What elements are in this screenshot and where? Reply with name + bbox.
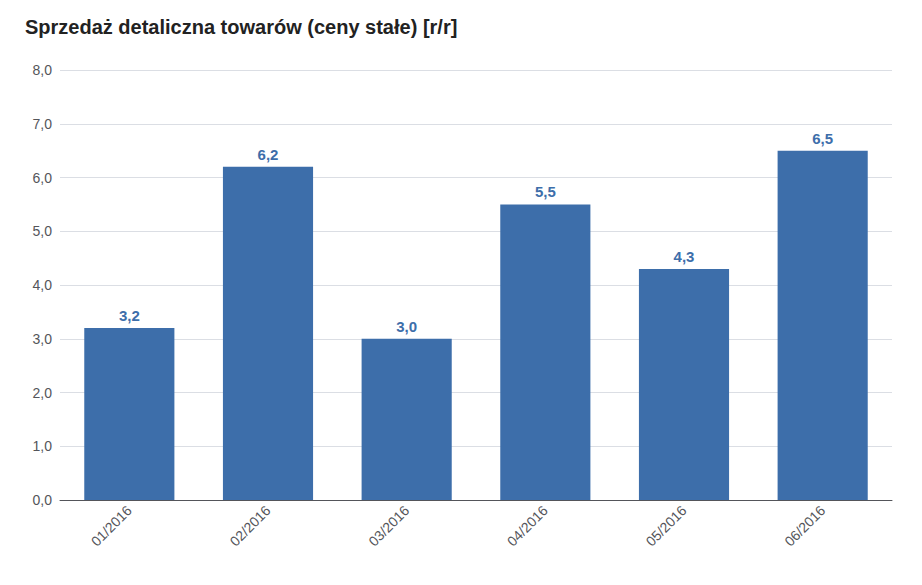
svg-text:02/2016: 02/2016 [227, 502, 274, 549]
svg-text:06/2016: 06/2016 [781, 502, 828, 549]
svg-text:04/2016: 04/2016 [504, 502, 551, 549]
svg-text:01/2016: 01/2016 [88, 502, 135, 549]
svg-text:0,0: 0,0 [33, 492, 53, 508]
svg-text:5,0: 5,0 [33, 223, 53, 239]
svg-text:05/2016: 05/2016 [643, 502, 690, 549]
svg-text:8,0: 8,0 [33, 62, 53, 78]
svg-text:3,0: 3,0 [396, 318, 417, 335]
svg-text:Sprzedaż detaliczna towarów (c: Sprzedaż detaliczna towarów (ceny stałe)… [25, 16, 457, 38]
svg-text:03/2016: 03/2016 [365, 502, 412, 549]
svg-text:5,5: 5,5 [535, 183, 556, 200]
svg-text:4,0: 4,0 [33, 277, 53, 293]
svg-text:7,0: 7,0 [33, 116, 53, 132]
svg-text:6,0: 6,0 [33, 170, 53, 186]
svg-text:3,2: 3,2 [119, 307, 140, 324]
svg-text:4,3: 4,3 [674, 248, 695, 265]
svg-text:6,2: 6,2 [258, 146, 279, 163]
svg-text:2,0: 2,0 [33, 385, 53, 401]
svg-text:1,0: 1,0 [33, 438, 53, 454]
svg-text:3,0: 3,0 [33, 331, 53, 347]
svg-text:6,5: 6,5 [812, 130, 833, 147]
